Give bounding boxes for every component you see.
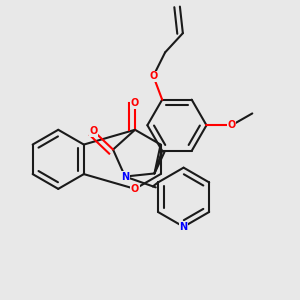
Text: O: O [227,120,236,130]
Text: O: O [90,126,98,136]
Text: O: O [131,98,139,108]
Text: O: O [149,71,158,81]
Text: N: N [121,172,129,182]
Text: N: N [179,222,188,232]
Text: O: O [131,184,139,194]
